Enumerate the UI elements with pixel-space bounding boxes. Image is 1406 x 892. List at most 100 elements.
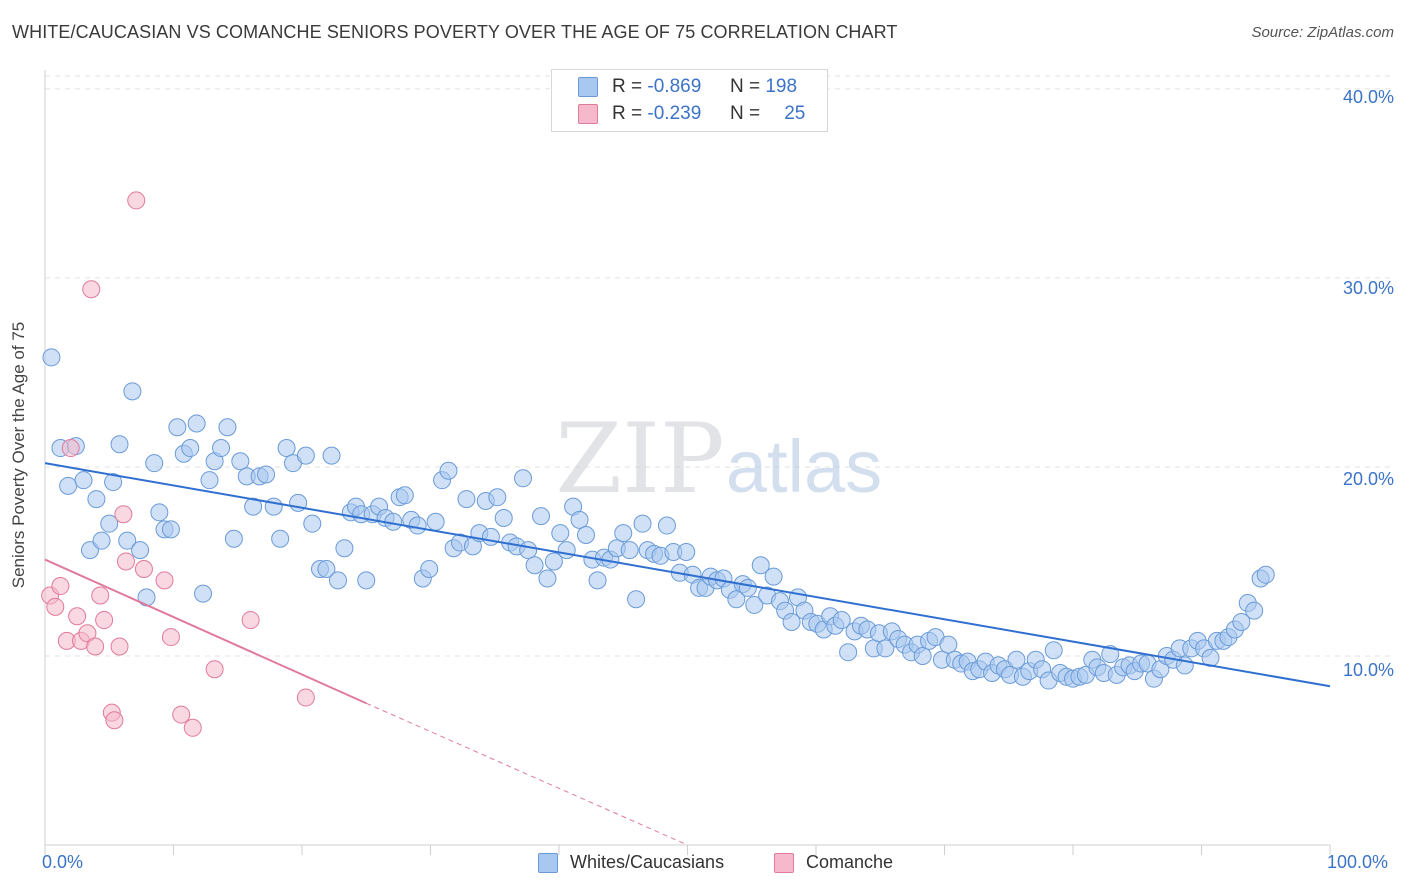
point-whites <box>481 527 500 546</box>
point-whites <box>544 552 563 571</box>
data-points <box>41 191 1275 737</box>
point-whites <box>745 595 764 614</box>
y-tick-10: 10.0% <box>1342 660 1394 680</box>
trend-line-comanche-extension <box>366 702 688 846</box>
point-whites <box>42 348 61 367</box>
point-comanche <box>68 607 87 626</box>
point-whites <box>257 465 276 484</box>
point-comanche <box>161 628 180 647</box>
point-whites <box>519 541 538 560</box>
legend-n-label: N = <box>729 103 761 124</box>
point-whites <box>570 510 589 529</box>
bottom-legend-label: Comanche <box>806 852 894 872</box>
point-whites <box>764 567 783 586</box>
point-whites <box>514 469 533 488</box>
point-whites <box>620 541 639 560</box>
point-whites <box>1101 645 1120 664</box>
source-label: Source: ZipAtlas.com <box>1251 24 1394 41</box>
point-comanche <box>155 571 174 590</box>
legend-swatch-whites <box>578 77 598 97</box>
stats-legend: R = -0.869 N = 198 R = -0.239 N = 25 <box>551 69 828 132</box>
y-tick-20: 20.0% <box>1342 469 1394 489</box>
point-whites <box>657 516 676 535</box>
point-comanche <box>296 688 315 707</box>
point-whites <box>118 531 137 550</box>
point-comanche <box>105 711 124 730</box>
point-whites <box>727 590 746 609</box>
point-whites <box>218 418 237 437</box>
legend-n-value: 198 <box>765 76 798 97</box>
point-whites <box>1044 641 1063 660</box>
bottom-legend-comanche: Comanche <box>774 852 893 873</box>
point-whites <box>1232 612 1251 631</box>
point-whites <box>832 611 851 630</box>
point-comanche <box>51 577 70 596</box>
legend-row-comanche: R = -0.239 N = 25 <box>578 102 805 126</box>
point-whites <box>782 612 801 631</box>
point-whites <box>738 578 757 597</box>
legend-swatch-comanche <box>578 104 598 124</box>
point-whites <box>181 439 200 458</box>
x-tick-max: 100.0% <box>1327 852 1389 872</box>
point-whites <box>335 539 354 558</box>
trend-line-comanche <box>44 558 367 705</box>
point-whites <box>303 514 322 533</box>
point-comanche <box>95 611 114 630</box>
point-whites <box>627 590 646 609</box>
point-whites <box>357 571 376 590</box>
legend-r-label: R = <box>612 76 643 97</box>
point-whites <box>224 529 243 548</box>
point-whites <box>187 414 206 433</box>
point-whites <box>231 452 250 471</box>
legend-r-label: R = <box>612 103 643 124</box>
point-comanche <box>46 597 65 616</box>
point-whites <box>104 473 123 492</box>
point-whites <box>1007 650 1026 669</box>
point-whites <box>277 439 296 458</box>
point-comanche <box>78 624 97 643</box>
point-comanche <box>205 660 224 679</box>
point-comanche <box>241 611 260 630</box>
point-whites <box>131 541 150 560</box>
grid <box>45 75 1392 657</box>
point-whites <box>614 524 633 543</box>
point-whites <box>59 476 78 495</box>
point-comanche <box>183 718 202 737</box>
point-whites <box>525 556 544 575</box>
point-comanche <box>172 705 191 724</box>
point-whites <box>92 531 111 550</box>
watermark-zip: ZIP <box>555 403 724 515</box>
point-whites <box>271 529 290 548</box>
point-whites <box>264 497 283 516</box>
point-comanche <box>61 439 80 458</box>
point-comanche <box>114 505 133 524</box>
point-whites <box>538 569 557 588</box>
point-whites <box>751 556 770 575</box>
point-whites <box>145 454 164 473</box>
point-whites <box>876 639 895 658</box>
point-whites <box>426 512 445 531</box>
point-whites <box>123 382 142 401</box>
bottom-swatch-whites <box>538 852 558 873</box>
point-whites <box>576 526 595 544</box>
point-comanche <box>110 637 129 656</box>
bottom-legend-whites: Whites/Caucasians <box>538 852 724 873</box>
point-whites <box>150 503 169 522</box>
legend-r-value: -0.869 <box>647 76 702 97</box>
point-whites <box>839 643 858 662</box>
bottom-swatch-comanche <box>774 852 794 873</box>
point-whites <box>110 435 129 454</box>
point-whites <box>244 497 263 516</box>
point-whites <box>494 508 513 527</box>
point-whites <box>212 439 231 458</box>
bottom-legend-label: Whites/Caucasians <box>570 852 725 872</box>
watermark-atlas: atlas <box>726 425 882 508</box>
point-whites <box>488 488 507 507</box>
point-whites <box>1245 601 1264 620</box>
point-comanche <box>134 560 153 579</box>
point-whites <box>633 514 652 533</box>
point-whites <box>322 446 341 465</box>
point-whites <box>457 490 476 509</box>
y-tick-40: 40.0% <box>1342 87 1394 107</box>
